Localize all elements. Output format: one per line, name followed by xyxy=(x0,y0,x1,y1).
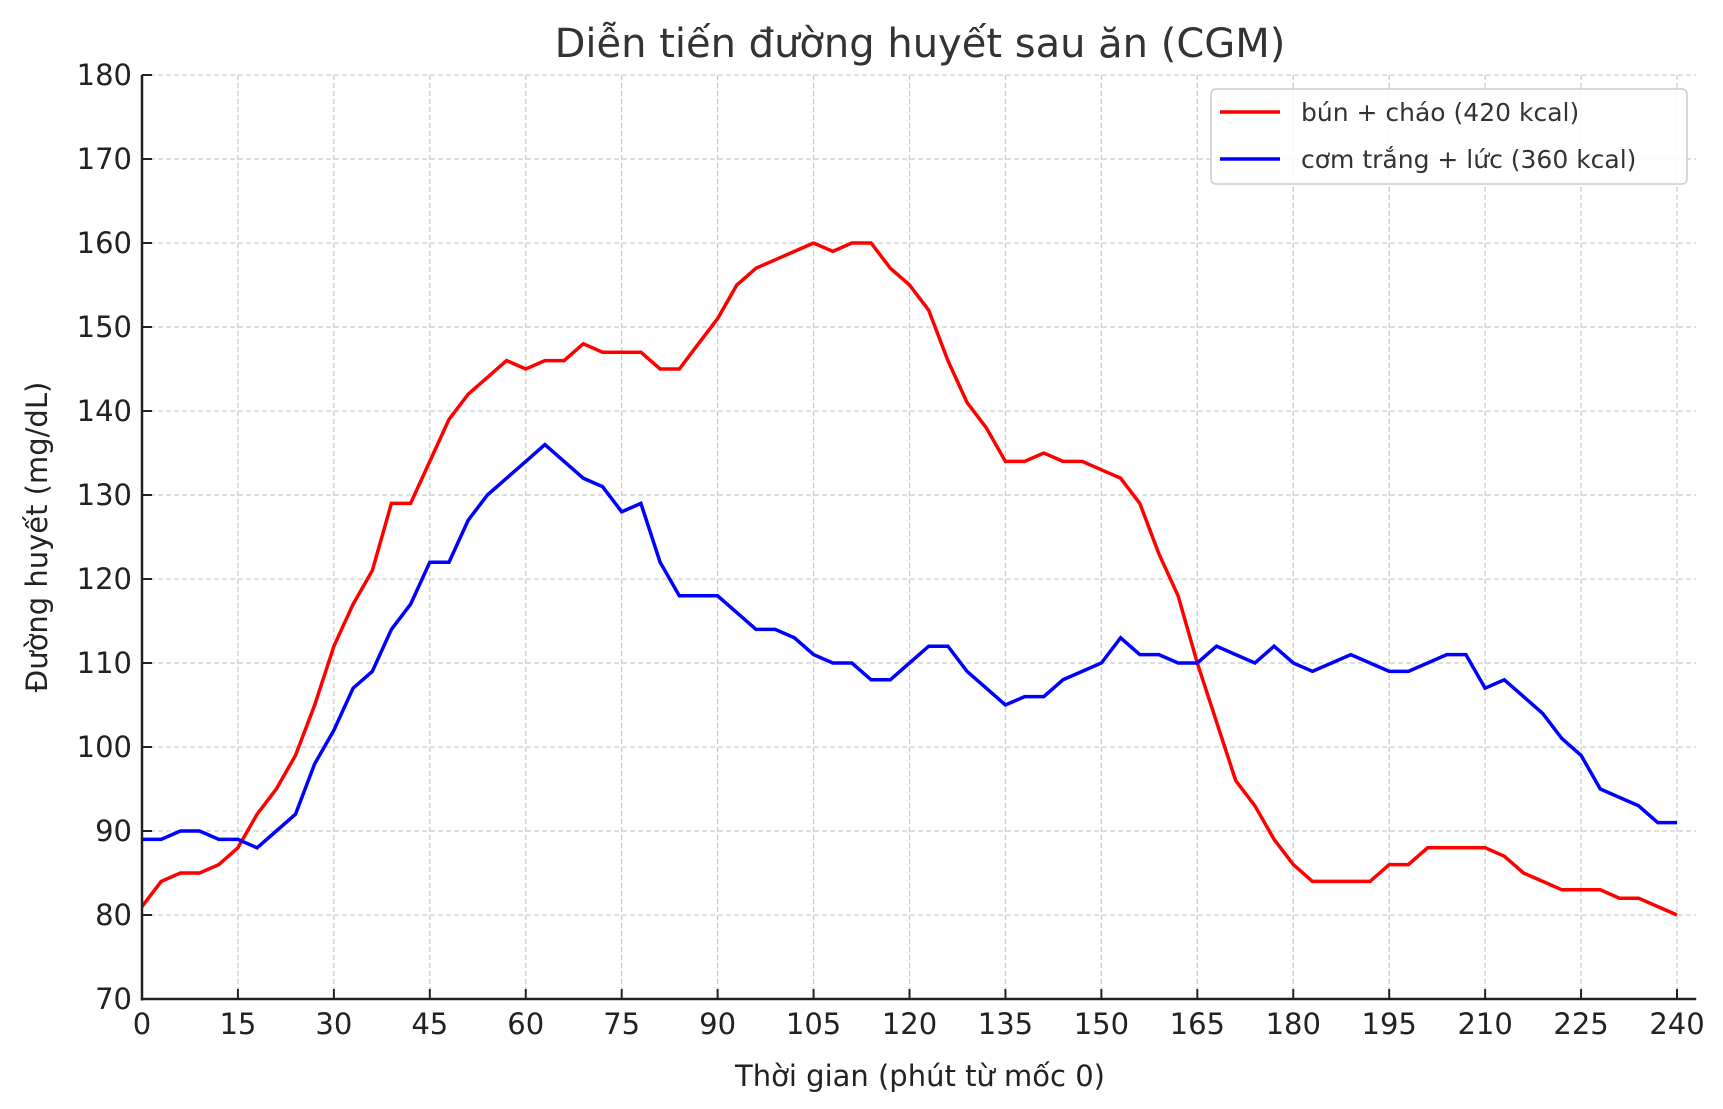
y-tick-label: 70 xyxy=(95,982,132,1016)
series-line-1 xyxy=(142,442,1677,850)
x-tick-label: 180 xyxy=(1266,1007,1321,1041)
x-tick-label: 135 xyxy=(978,1007,1033,1041)
legend-box xyxy=(1210,88,1688,185)
y-tick-label: 170 xyxy=(77,142,132,176)
legend: bún + cháo (420 kcal) cơm trắng + lức (3… xyxy=(1210,88,1688,185)
x-tick-label: 165 xyxy=(1170,1007,1225,1041)
y-tick-label: 80 xyxy=(95,898,132,932)
x-tick-label: 15 xyxy=(219,1007,256,1041)
y-tick-label: 140 xyxy=(77,394,132,428)
x-tick-label: 240 xyxy=(1649,1007,1704,1041)
x-tick-label: 225 xyxy=(1553,1007,1608,1041)
y-tick-label: 160 xyxy=(77,226,132,260)
x-tick-label: 75 xyxy=(603,1007,640,1041)
x-tick-label: 150 xyxy=(1074,1007,1129,1041)
x-tick-label: 30 xyxy=(315,1007,352,1041)
x-tick-label: 210 xyxy=(1457,1007,1512,1041)
y-tick-label: 90 xyxy=(95,814,132,848)
y-tick-label: 110 xyxy=(77,646,132,680)
x-tick-label: 0 xyxy=(133,1007,151,1041)
x-tick-label: 195 xyxy=(1362,1007,1417,1041)
y-tick-label: 120 xyxy=(77,562,132,596)
x-tick-label: 90 xyxy=(699,1007,736,1041)
legend-label-com-trang-luc: cơm trắng + lức (360 kcal) xyxy=(1301,145,1636,174)
y-tick-label: 150 xyxy=(77,310,132,344)
series-line-0 xyxy=(140,241,1678,917)
chart-title: Diễn tiến đường huyết sau ăn (CGM) xyxy=(555,21,1286,67)
y-tick-label: 180 xyxy=(77,58,132,92)
x-tick-label: 120 xyxy=(882,1007,937,1041)
x-tick-label: 60 xyxy=(507,1007,544,1041)
x-axis-label: Thời gian (phút từ mốc 0) xyxy=(734,1059,1105,1093)
legend-label-bun-chao: bún + cháo (420 kcal) xyxy=(1301,98,1579,127)
y-axis-label: Đường huyết (mg/dL) xyxy=(20,382,54,693)
x-tick-label: 45 xyxy=(411,1007,448,1041)
axes xyxy=(140,75,1697,1001)
grid-lines xyxy=(141,74,1697,1000)
x-tick-label: 105 xyxy=(786,1007,841,1041)
x-axis-ticks: 0 15 30 45 60 75 90 105 120 135 150 165 180 195 210 225… xyxy=(133,989,1705,1041)
y-tick-label: 130 xyxy=(77,478,132,512)
data-lines xyxy=(140,241,1678,917)
y-axis-ticks: 70 80 90 100 110 120 130 140 150 160 170 180 xyxy=(77,58,152,1016)
y-tick-label: 100 xyxy=(77,730,132,764)
